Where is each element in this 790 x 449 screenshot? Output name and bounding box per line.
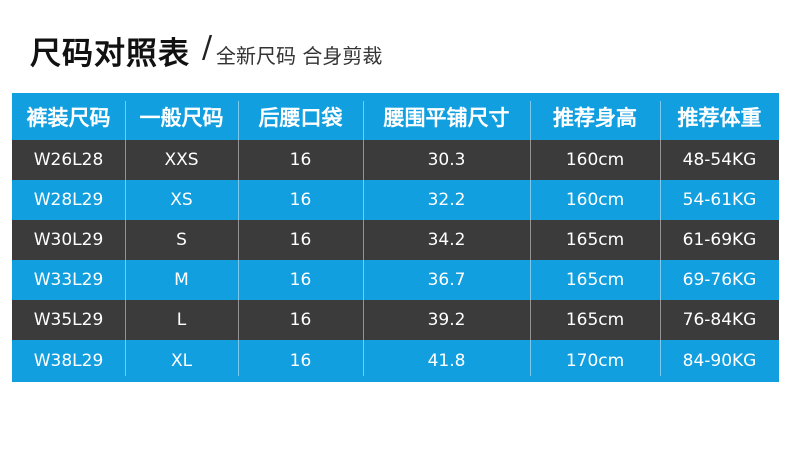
title: 尺码对照表 [30, 36, 190, 72]
column-divider [238, 101, 239, 376]
table-cell: 170cm [565, 351, 625, 371]
column-header: 后腰口袋 [258, 105, 343, 130]
table-cell: 165cm [565, 310, 625, 330]
table-cell: 48-54KG [682, 150, 757, 170]
table-cell: W35L29 [33, 310, 104, 330]
table-row: W35L29 L 16 39.2 165cm 76-84KG [12, 300, 779, 340]
column-header: 一般尺码 [139, 105, 224, 130]
title-separator: / [202, 30, 213, 65]
table-cell: W28L29 [33, 190, 104, 210]
table-row: W33L29 M 16 36.7 165cm 69-76KG [12, 260, 779, 300]
table-cell: 16 [289, 310, 312, 330]
table-cell: 165cm [565, 270, 625, 290]
table-cell: 16 [289, 190, 312, 210]
table-cell: 76-84KG [682, 310, 757, 330]
table-cell: 36.7 [427, 270, 466, 290]
table-cell: M [174, 270, 189, 290]
column-divider [660, 101, 661, 376]
table-cell: 69-76KG [682, 270, 757, 290]
table-row: W30L29 S 16 34.2 165cm 61-69KG [12, 220, 779, 260]
table-cell: 30.3 [427, 150, 466, 170]
table-row: W38L29 XL 16 41.8 170cm 84-90KG [12, 340, 779, 382]
table-cell: 165cm [565, 230, 625, 250]
table-cell: 32.2 [427, 190, 466, 210]
column-header: 推荐身高 [553, 105, 637, 130]
table-cell: 41.8 [427, 351, 466, 371]
table-row: W28L29 XS 16 32.2 160cm 54-61KG [12, 180, 779, 220]
table-cell: S [176, 230, 187, 250]
table-cell: W33L29 [33, 270, 104, 290]
table-cell: 61-69KG [682, 230, 757, 250]
table-cell: 54-61KG [682, 190, 757, 210]
column-divider [363, 101, 364, 376]
subtitle: 全新尺码 合身剪裁 [216, 44, 383, 68]
table-cell: XXS [164, 150, 199, 170]
table-cell: L [176, 310, 187, 330]
table-cell: W30L29 [33, 230, 104, 250]
table-cell: 84-90KG [682, 351, 757, 371]
column-header: 裤装尺码 [26, 105, 111, 130]
table-row: W26L28 XXS 16 30.3 160cm 48-54KG [12, 140, 779, 180]
table-cell: 34.2 [427, 230, 466, 250]
table-cell: W38L29 [33, 351, 104, 371]
column-header: 腰围平铺尺寸 [383, 105, 510, 130]
table-cell: W26L28 [33, 150, 104, 170]
table-cell: 16 [289, 351, 312, 371]
column-header: 推荐体重 [677, 105, 762, 130]
column-divider [530, 101, 531, 376]
table-cell: 16 [289, 230, 312, 250]
table-cell: 39.2 [427, 310, 466, 330]
table-cell: XL [170, 351, 193, 371]
table-cell: 160cm [565, 150, 625, 170]
table-cell: XS [170, 190, 193, 210]
size-table: 裤装尺码 一般尺码 后腰口袋 腰围平铺尺寸 推荐身高 推荐体重 W26L28 XXS 16 30.… [12, 93, 779, 382]
header-row: 裤装尺码 一般尺码 后腰口袋 腰围平铺尺寸 推荐身高 推荐体重 [12, 93, 779, 140]
table-cell: 160cm [565, 190, 625, 210]
table-cell: 16 [289, 150, 312, 170]
column-divider [125, 101, 126, 376]
table-cell: 16 [289, 270, 312, 290]
